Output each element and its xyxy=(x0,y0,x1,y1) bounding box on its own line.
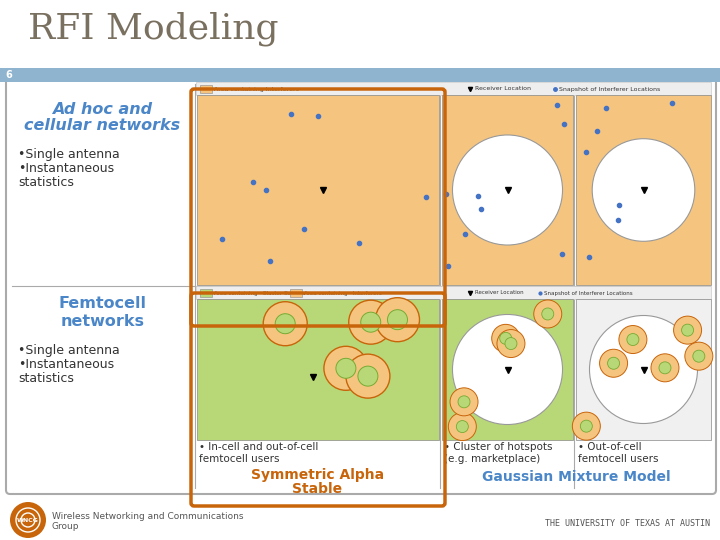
Circle shape xyxy=(324,346,368,390)
Text: Area containing Interferers: Area containing Interferers xyxy=(214,86,299,91)
Text: •Instantaneous: •Instantaneous xyxy=(18,162,114,175)
Text: • Out-of-cell: • Out-of-cell xyxy=(578,442,642,452)
Text: Area containing   Cluster Centers: Area containing Cluster Centers xyxy=(214,291,305,295)
Bar xyxy=(197,299,439,440)
Circle shape xyxy=(376,298,420,342)
Text: Area containing   Interferers: Area containing Interferers xyxy=(304,291,382,295)
Circle shape xyxy=(449,413,477,441)
Circle shape xyxy=(458,396,470,408)
Circle shape xyxy=(450,388,478,416)
Bar xyxy=(196,286,711,299)
Text: • Sensor networks: • Sensor networks xyxy=(199,250,295,260)
Text: Wireless Networking and Communications: Wireless Networking and Communications xyxy=(52,512,243,521)
Circle shape xyxy=(541,308,554,320)
Bar xyxy=(200,288,212,296)
Bar xyxy=(442,95,573,285)
Text: statistics: statistics xyxy=(18,176,74,189)
Bar xyxy=(0,68,720,82)
Circle shape xyxy=(361,312,381,332)
Circle shape xyxy=(651,354,679,382)
Text: statistics: statistics xyxy=(18,372,74,385)
Circle shape xyxy=(619,326,647,354)
Circle shape xyxy=(452,135,562,245)
Text: • Hotspots (e.g. café): • Hotspots (e.g. café) xyxy=(444,262,556,273)
Text: • In-cell and out-of-cell: • In-cell and out-of-cell xyxy=(199,442,318,452)
Circle shape xyxy=(275,314,295,334)
Bar xyxy=(576,299,711,440)
Circle shape xyxy=(264,302,307,346)
Text: Group: Group xyxy=(52,522,79,531)
Text: networks: networks xyxy=(60,314,145,329)
Circle shape xyxy=(492,325,520,352)
Text: RFI Modeling: RFI Modeling xyxy=(28,12,279,46)
Circle shape xyxy=(682,324,693,336)
Text: Snapshot of Interferer Locations: Snapshot of Interferer Locations xyxy=(559,86,660,91)
Text: WNCG: WNCG xyxy=(17,517,39,523)
Bar xyxy=(442,299,573,440)
Text: Ad hoc and: Ad hoc and xyxy=(53,102,153,117)
Text: • Cluster of hotspots: • Cluster of hotspots xyxy=(444,442,552,452)
Circle shape xyxy=(387,309,408,330)
Circle shape xyxy=(674,316,701,344)
Text: • Ad hoc networks: • Ad hoc networks xyxy=(199,262,295,272)
Circle shape xyxy=(456,421,468,433)
Circle shape xyxy=(500,332,512,345)
Circle shape xyxy=(497,329,525,357)
Circle shape xyxy=(452,314,562,424)
Circle shape xyxy=(685,342,713,370)
Bar xyxy=(196,82,711,95)
Circle shape xyxy=(593,139,695,241)
Text: THE UNIVERSITY OF TEXAS AT AUSTIN: THE UNIVERSITY OF TEXAS AT AUSTIN xyxy=(545,519,710,528)
FancyBboxPatch shape xyxy=(6,78,716,494)
Text: Symmetric Alpha: Symmetric Alpha xyxy=(251,468,384,482)
Text: femtocell users: femtocell users xyxy=(578,454,659,464)
Text: Receiver Location: Receiver Location xyxy=(475,291,523,295)
Bar xyxy=(576,95,711,285)
Circle shape xyxy=(693,350,705,362)
Text: Gaussian Mixture Model: Gaussian Mixture Model xyxy=(482,470,670,484)
Circle shape xyxy=(659,362,671,374)
Text: 6: 6 xyxy=(5,70,12,80)
Bar xyxy=(200,84,212,92)
Text: Femtocell: Femtocell xyxy=(58,296,146,311)
Circle shape xyxy=(336,359,356,379)
Text: • Dense Wi-Fi networks: • Dense Wi-Fi networks xyxy=(578,250,700,260)
Circle shape xyxy=(10,502,46,538)
Circle shape xyxy=(358,366,378,386)
Circle shape xyxy=(534,300,562,328)
Circle shape xyxy=(580,420,593,432)
Text: •Single antenna: •Single antenna xyxy=(18,344,120,357)
Text: Stable: Stable xyxy=(292,482,343,496)
Text: •Instantaneous: •Instantaneous xyxy=(18,358,114,371)
Circle shape xyxy=(346,354,390,398)
Text: • Cellular networks: • Cellular networks xyxy=(444,250,544,260)
Bar xyxy=(197,95,439,285)
Text: Receiver Location: Receiver Location xyxy=(475,86,531,91)
Text: cellular networks: cellular networks xyxy=(24,118,181,133)
Circle shape xyxy=(505,338,517,349)
Bar xyxy=(290,288,302,296)
Text: (e.g. marketplace): (e.g. marketplace) xyxy=(444,454,540,464)
Circle shape xyxy=(348,300,392,344)
Circle shape xyxy=(627,334,639,346)
Circle shape xyxy=(600,349,628,377)
Text: Snapshot of Interferer Locations: Snapshot of Interferer Locations xyxy=(544,291,633,295)
Circle shape xyxy=(572,412,600,440)
Circle shape xyxy=(590,315,698,423)
Text: •Single antenna: •Single antenna xyxy=(18,148,120,161)
Text: femtocell users: femtocell users xyxy=(199,454,279,464)
Circle shape xyxy=(608,357,620,369)
